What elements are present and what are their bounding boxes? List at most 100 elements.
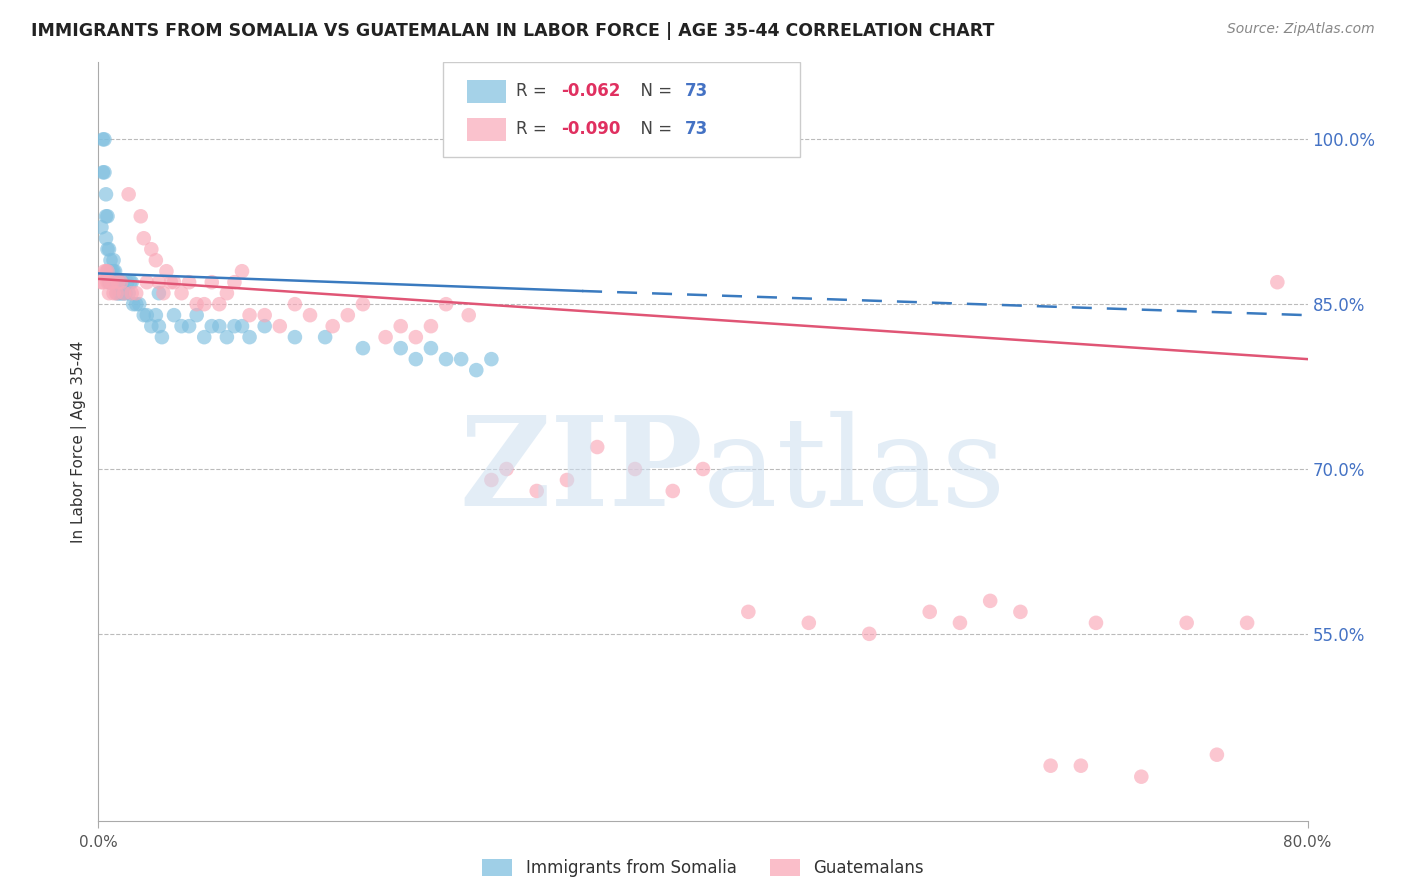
Point bbox=[105, 286, 128, 301]
Text: -0.062: -0.062 bbox=[561, 82, 621, 100]
Point bbox=[299, 308, 322, 322]
Point bbox=[737, 605, 759, 619]
Point bbox=[231, 264, 253, 278]
Point bbox=[103, 275, 125, 289]
Text: R =: R = bbox=[516, 82, 551, 100]
Point bbox=[90, 275, 112, 289]
Point bbox=[129, 209, 152, 223]
Point bbox=[96, 242, 118, 256]
Point bbox=[100, 275, 122, 289]
Point bbox=[405, 330, 427, 344]
Text: Source: ZipAtlas.com: Source: ZipAtlas.com bbox=[1227, 22, 1375, 37]
Point bbox=[98, 264, 121, 278]
Point bbox=[110, 275, 132, 289]
Point bbox=[186, 297, 208, 311]
Text: N =: N = bbox=[630, 120, 678, 138]
Point bbox=[352, 297, 374, 311]
Point bbox=[101, 264, 124, 278]
Point bbox=[322, 319, 344, 334]
Point bbox=[918, 605, 941, 619]
Text: N =: N = bbox=[630, 82, 678, 100]
Point bbox=[98, 242, 121, 256]
Point bbox=[314, 330, 336, 344]
Point bbox=[120, 275, 142, 289]
Point bbox=[495, 462, 517, 476]
Point bbox=[1070, 758, 1092, 772]
Point bbox=[103, 253, 125, 268]
Point bbox=[121, 275, 143, 289]
Point bbox=[215, 330, 238, 344]
Point bbox=[405, 352, 427, 367]
Point bbox=[481, 352, 503, 367]
Point bbox=[93, 165, 115, 179]
Point bbox=[107, 275, 129, 289]
Point bbox=[193, 330, 215, 344]
Point bbox=[434, 352, 457, 367]
FancyBboxPatch shape bbox=[443, 62, 800, 157]
Point bbox=[450, 352, 472, 367]
Point bbox=[1175, 615, 1198, 630]
Point bbox=[135, 275, 157, 289]
Point bbox=[112, 286, 135, 301]
Point bbox=[96, 264, 118, 278]
Point bbox=[114, 286, 136, 301]
Point bbox=[858, 627, 880, 641]
Point bbox=[94, 264, 117, 278]
Point bbox=[104, 264, 127, 278]
Point bbox=[107, 286, 129, 301]
Point bbox=[148, 286, 170, 301]
Point bbox=[100, 275, 122, 289]
FancyBboxPatch shape bbox=[467, 118, 506, 141]
Point bbox=[163, 275, 186, 289]
Point bbox=[111, 286, 134, 301]
Point bbox=[122, 297, 145, 311]
Point bbox=[1085, 615, 1108, 630]
Point bbox=[481, 473, 503, 487]
Point bbox=[128, 297, 150, 311]
Point bbox=[152, 286, 174, 301]
Point bbox=[110, 275, 132, 289]
Point bbox=[103, 264, 125, 278]
Point bbox=[336, 308, 359, 322]
Point bbox=[457, 308, 479, 322]
Point bbox=[208, 319, 231, 334]
Point bbox=[104, 275, 127, 289]
Point bbox=[132, 231, 155, 245]
Point bbox=[107, 275, 129, 289]
Point bbox=[108, 286, 131, 301]
Point bbox=[98, 275, 121, 289]
Point bbox=[208, 297, 231, 311]
Point bbox=[374, 330, 396, 344]
Point bbox=[105, 286, 128, 301]
Point bbox=[284, 297, 307, 311]
Point bbox=[135, 308, 157, 322]
Point bbox=[132, 308, 155, 322]
Point bbox=[692, 462, 714, 476]
Point bbox=[179, 319, 201, 334]
Point bbox=[91, 165, 114, 179]
Point bbox=[103, 275, 125, 289]
Point bbox=[118, 286, 141, 301]
Point bbox=[586, 440, 609, 454]
Text: R =: R = bbox=[516, 120, 551, 138]
Point bbox=[94, 231, 117, 245]
Point bbox=[94, 187, 117, 202]
Point bbox=[145, 308, 167, 322]
Point bbox=[93, 264, 115, 278]
Point bbox=[661, 483, 683, 498]
Point bbox=[193, 297, 215, 311]
Point bbox=[111, 275, 134, 289]
Point bbox=[1010, 605, 1032, 619]
Text: 73: 73 bbox=[685, 82, 709, 100]
Point bbox=[93, 132, 115, 146]
Point bbox=[141, 242, 163, 256]
Point bbox=[526, 483, 548, 498]
Point bbox=[624, 462, 647, 476]
Point bbox=[253, 319, 276, 334]
Point bbox=[150, 330, 173, 344]
Point bbox=[155, 264, 177, 278]
Point bbox=[201, 275, 224, 289]
Point bbox=[1206, 747, 1229, 762]
Point bbox=[148, 275, 170, 289]
Point bbox=[125, 286, 148, 301]
